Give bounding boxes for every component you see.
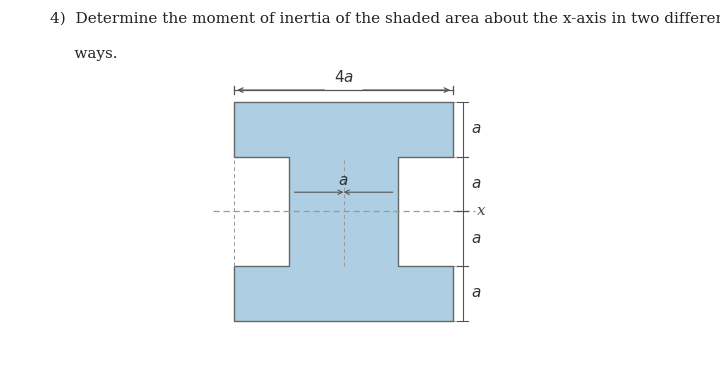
Text: 4)  Determine the moment of inertia of the shaded area about the x-axis in two d: 4) Determine the moment of inertia of th… — [50, 12, 720, 26]
Text: x: x — [477, 204, 486, 218]
Text: ways.: ways. — [50, 47, 118, 61]
Text: $a$: $a$ — [471, 122, 481, 136]
Text: $a$: $a$ — [338, 174, 348, 188]
Polygon shape — [235, 102, 453, 321]
Text: $a$: $a$ — [471, 286, 481, 300]
Text: $4a$: $4a$ — [333, 69, 354, 85]
Text: $a$: $a$ — [471, 231, 481, 246]
Text: $a$: $a$ — [471, 177, 481, 191]
